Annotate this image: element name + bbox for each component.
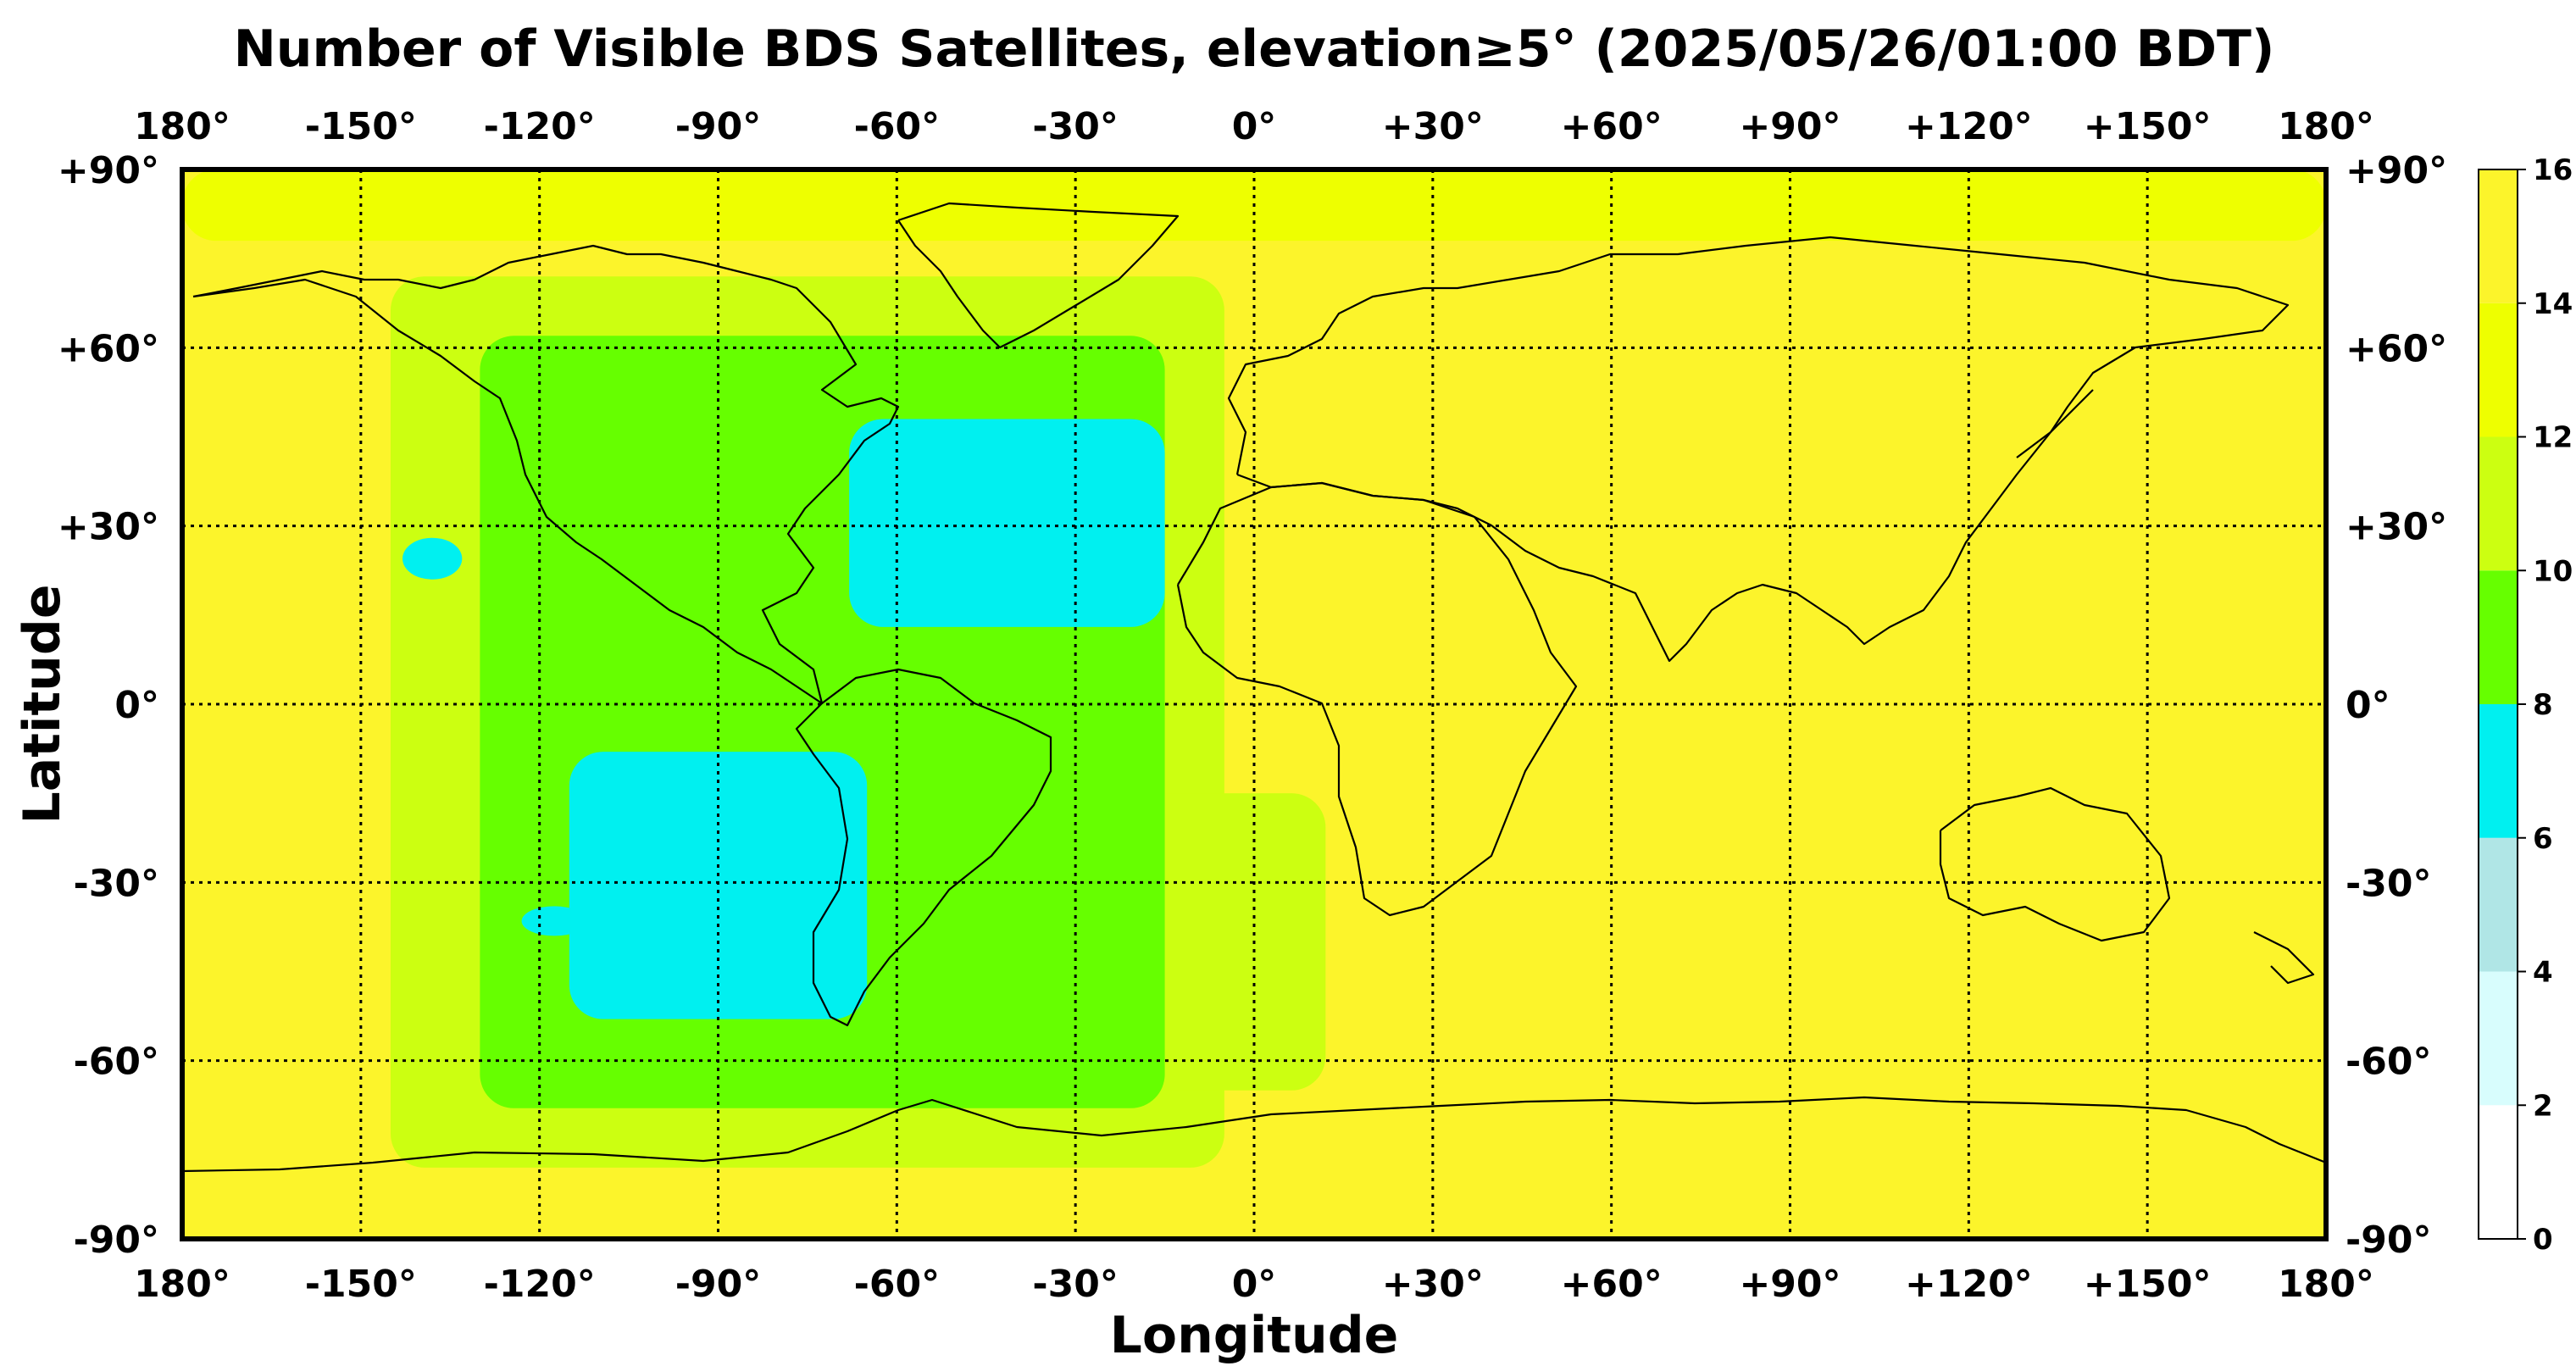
coast-south-america (795, 668, 1052, 1027)
y-tick-label-right: 0° (2346, 684, 2390, 727)
x-tick-label-bottom: +120° (1905, 1263, 2033, 1306)
x-tick-label-bottom: -60° (854, 1263, 941, 1306)
coast-australia (1939, 786, 2171, 942)
y-tick-label-left: +90° (58, 149, 159, 192)
region-small-cyan-pacific-north (402, 537, 463, 580)
colorbar-tick-label: 0 (2533, 1223, 2553, 1257)
colorbar-tick-label: 12 (2533, 421, 2573, 455)
x-tick-label-bottom: +60° (1561, 1263, 1663, 1306)
y-tick-label-right: +30° (2346, 506, 2447, 549)
x-tick-label-bottom: +90° (1739, 1263, 1840, 1306)
x-tick-label-top: +120° (1905, 105, 2033, 148)
map-area (180, 167, 2329, 1241)
x-tick-label-top: +30° (1382, 105, 1484, 148)
x-tick-label-bottom: -150° (305, 1263, 417, 1306)
y-tick-label-left: +30° (58, 506, 159, 549)
colorbar-tick-label: 10 (2533, 554, 2573, 588)
x-tick-label-bottom: -90° (675, 1263, 762, 1306)
y-tick-label-left: -30° (74, 862, 160, 905)
x-tick-label-bottom: 0° (1232, 1263, 1277, 1306)
colorbar-tick-label: 6 (2533, 822, 2553, 856)
x-tick-label-top: -90° (675, 105, 762, 148)
y-tick-label-left: +60° (58, 327, 159, 370)
region-north-atlantic-cyan (849, 419, 1165, 627)
x-tick-label-top: +90° (1739, 105, 1840, 148)
colorbar-bin (2479, 1105, 2518, 1239)
x-tick-label-bottom: 180° (134, 1263, 230, 1306)
colorbar-bin (2479, 436, 2518, 571)
axis-ticks: 180° 180° -150° -150° -120° -120° -90° -90° -60°… (58, 105, 2447, 1306)
x-tick-label-top: -150° (305, 105, 417, 148)
colorbar-tick-label: 16 (2533, 153, 2573, 187)
x-tick-label-top: +60° (1561, 105, 1663, 148)
x-tick-label-top: -60° (854, 105, 941, 148)
coast-new-zealand (2253, 931, 2315, 985)
coast-japan (2016, 389, 2094, 458)
map-frame (180, 167, 2329, 1241)
map-grid (182, 169, 2326, 1239)
x-tick-label-top: 180° (2278, 105, 2374, 148)
coast-north-america (192, 244, 900, 705)
x-tick-label-top: -30° (1032, 105, 1119, 148)
x-tick-label-bottom: -30° (1032, 1263, 1119, 1306)
colorbar-bin (2479, 971, 2518, 1106)
y-tick-label-left: -60° (74, 1041, 160, 1084)
x-tick-label-top: 0° (1232, 105, 1277, 148)
colorbar-tick-label: 2 (2533, 1089, 2553, 1123)
colorbar: 0 2 4 6 8 10 12 14 16 (2478, 153, 2573, 1257)
colorbar-bin (2479, 169, 2518, 303)
coastlines (181, 202, 2327, 1173)
x-tick-label-bottom: -120° (484, 1263, 596, 1306)
x-tick-label-bottom: 180° (2278, 1263, 2374, 1306)
colorbar-tick-label: 8 (2533, 688, 2553, 722)
coast-antarctica (181, 1096, 2327, 1173)
y-tick-label-right: +60° (2346, 327, 2447, 370)
x-axis-label: Longitude (1110, 1306, 1399, 1365)
colorbar-bin (2479, 303, 2518, 437)
y-axis-label: Latitude (13, 584, 72, 824)
colorbar-bin (2479, 837, 2518, 972)
x-tick-label-bottom: +30° (1382, 1263, 1484, 1306)
x-tick-label-bottom: +150° (2084, 1263, 2212, 1306)
y-tick-label-left: -90° (74, 1219, 160, 1262)
colorbar-bin (2479, 704, 2518, 838)
region-south-pacific-cyan (569, 752, 868, 1019)
x-tick-label-top: 180° (134, 105, 230, 148)
colorbar-tick-label: 14 (2533, 287, 2573, 321)
y-tick-label-right: +90° (2346, 149, 2447, 192)
y-tick-label-left: 0° (114, 684, 159, 727)
colorbar-tick-label: 4 (2533, 956, 2553, 990)
y-tick-label-right: -60° (2346, 1041, 2432, 1084)
x-tick-label-top: +150° (2084, 105, 2212, 148)
x-tick-label-top: -120° (484, 105, 596, 148)
region-small-cyan-pacific-south (521, 906, 587, 936)
y-tick-label-right: -90° (2346, 1219, 2432, 1262)
colorbar-bin (2479, 570, 2518, 704)
chart-title: Number of Visible BDS Satellites, elevat… (234, 19, 2275, 79)
y-tick-label-right: -30° (2346, 862, 2432, 905)
